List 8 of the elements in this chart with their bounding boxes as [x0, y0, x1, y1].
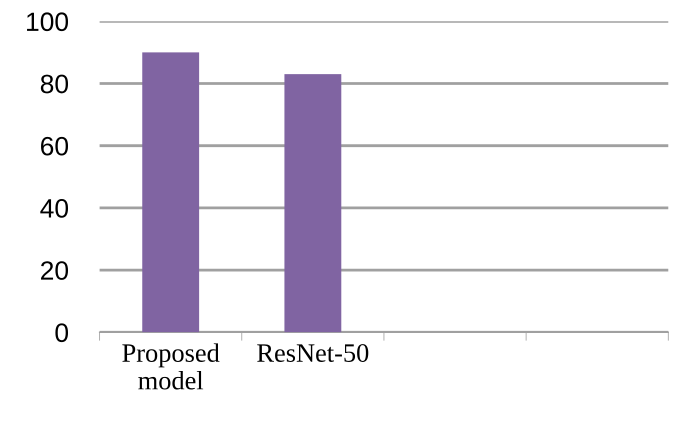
y-tick-label: 100	[27, 12, 68, 32]
y-tick-label: 60	[41, 136, 68, 156]
x-tick-label: Proposed model	[122, 343, 220, 390]
y-tick-label: 0	[55, 323, 68, 342]
y-tick-label: 40	[40, 199, 68, 218]
x-tick-label: ResNet-50	[257, 344, 368, 362]
y-tick-label: 80	[40, 74, 68, 94]
y-tick-label: 20	[41, 261, 68, 280]
